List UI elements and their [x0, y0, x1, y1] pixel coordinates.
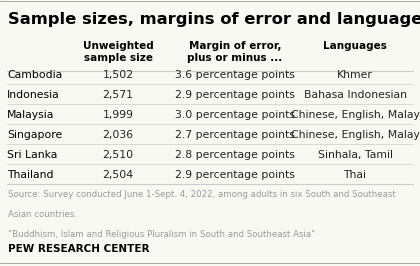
Text: PEW RESEARCH CENTER: PEW RESEARCH CENTER	[8, 244, 149, 254]
Text: 2.8 percentage points: 2.8 percentage points	[175, 151, 295, 160]
Text: Thailand: Thailand	[7, 171, 53, 181]
Text: Languages: Languages	[323, 41, 387, 51]
Text: Sample sizes, margins of error and languages: Sample sizes, margins of error and langu…	[8, 12, 420, 27]
Text: 1,999: 1,999	[102, 110, 134, 120]
Text: Khmer: Khmer	[337, 70, 373, 81]
Text: 2,036: 2,036	[102, 131, 134, 140]
Text: Source: Survey conducted June 1-Sept. 4, 2022, among adults in six South and Sou: Source: Survey conducted June 1-Sept. 4,…	[8, 190, 395, 200]
Text: Asian countries.: Asian countries.	[8, 210, 76, 219]
Text: 2.7 percentage points: 2.7 percentage points	[175, 131, 295, 140]
Text: 3.0 percentage points: 3.0 percentage points	[175, 110, 295, 120]
Text: Sinhala, Tamil: Sinhala, Tamil	[318, 151, 393, 160]
Text: Singapore: Singapore	[7, 131, 62, 140]
Text: 2.9 percentage points: 2.9 percentage points	[175, 171, 295, 181]
Text: Thai: Thai	[344, 171, 367, 181]
Text: Unweighted
sample size: Unweighted sample size	[83, 41, 153, 63]
Text: Margin of error,
plus or minus ...: Margin of error, plus or minus ...	[187, 41, 283, 63]
Text: 3.6 percentage points: 3.6 percentage points	[175, 70, 295, 81]
Text: Sri Lanka: Sri Lanka	[7, 151, 58, 160]
Text: 2,510: 2,510	[102, 151, 134, 160]
Text: Chinese, English, Malay: Chinese, English, Malay	[291, 110, 420, 120]
Text: 2,504: 2,504	[102, 171, 134, 181]
Text: Malaysia: Malaysia	[7, 110, 54, 120]
Text: Cambodia: Cambodia	[7, 70, 62, 81]
Text: 2.9 percentage points: 2.9 percentage points	[175, 90, 295, 101]
Text: "Buddhism, Islam and Religious Pluralism in South and Southeast Asia": "Buddhism, Islam and Religious Pluralism…	[8, 230, 315, 239]
Text: Indonesia: Indonesia	[7, 90, 60, 101]
Text: Chinese, English, Malay: Chinese, English, Malay	[291, 131, 420, 140]
Text: 2,571: 2,571	[102, 90, 134, 101]
Text: 1,502: 1,502	[102, 70, 134, 81]
Text: Bahasa Indonesian: Bahasa Indonesian	[304, 90, 407, 101]
